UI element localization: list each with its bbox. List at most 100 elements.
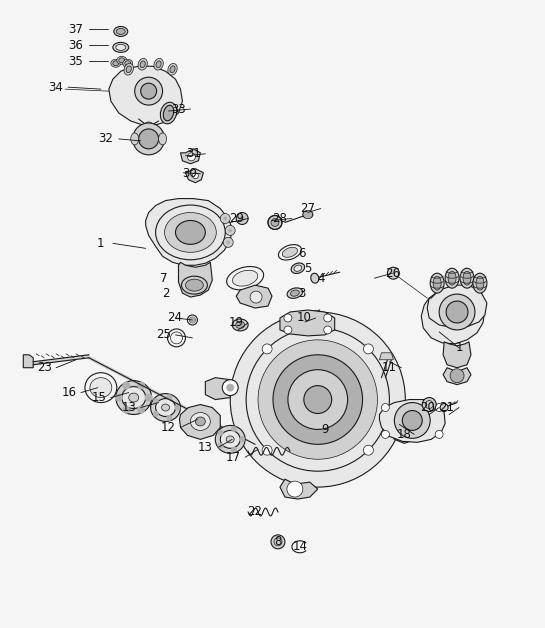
Ellipse shape (159, 133, 167, 145)
Text: 1: 1 (97, 237, 105, 250)
Circle shape (135, 77, 162, 105)
Ellipse shape (232, 319, 248, 331)
Circle shape (239, 215, 245, 222)
Ellipse shape (126, 66, 131, 73)
Circle shape (382, 430, 389, 438)
Ellipse shape (460, 268, 474, 288)
Ellipse shape (235, 322, 245, 328)
Ellipse shape (125, 61, 131, 66)
Circle shape (217, 430, 223, 436)
Circle shape (230, 312, 405, 487)
Ellipse shape (196, 417, 205, 426)
Polygon shape (427, 285, 487, 328)
Ellipse shape (111, 59, 121, 67)
Text: 33: 33 (171, 102, 186, 116)
Ellipse shape (114, 26, 128, 36)
Ellipse shape (190, 317, 196, 323)
Circle shape (122, 406, 130, 414)
Polygon shape (421, 287, 485, 344)
Ellipse shape (226, 436, 234, 443)
Circle shape (273, 355, 362, 445)
Text: 30: 30 (182, 167, 197, 180)
Ellipse shape (138, 58, 147, 70)
Circle shape (166, 415, 172, 421)
Circle shape (133, 123, 165, 155)
Text: 9: 9 (321, 423, 329, 436)
Ellipse shape (116, 381, 152, 414)
Text: 23: 23 (37, 361, 52, 374)
Circle shape (138, 129, 159, 149)
Text: 37: 37 (69, 23, 83, 36)
Circle shape (226, 384, 234, 392)
Ellipse shape (160, 102, 177, 124)
Ellipse shape (168, 63, 177, 75)
Circle shape (271, 535, 285, 549)
Circle shape (222, 380, 238, 396)
Ellipse shape (150, 394, 180, 421)
Ellipse shape (181, 276, 207, 294)
Circle shape (137, 406, 145, 414)
Ellipse shape (287, 288, 302, 298)
Circle shape (288, 370, 348, 430)
Circle shape (435, 404, 443, 411)
Circle shape (262, 344, 272, 354)
Text: 27: 27 (300, 202, 316, 215)
Circle shape (223, 237, 233, 247)
Ellipse shape (233, 270, 258, 286)
Text: 14: 14 (292, 540, 307, 553)
Ellipse shape (116, 28, 125, 35)
Polygon shape (179, 404, 220, 440)
Polygon shape (443, 368, 471, 384)
Text: 29: 29 (229, 212, 244, 225)
Ellipse shape (90, 377, 112, 398)
Circle shape (450, 369, 464, 382)
Polygon shape (389, 414, 419, 443)
Polygon shape (33, 355, 89, 365)
Circle shape (115, 394, 123, 401)
Circle shape (364, 445, 373, 455)
Ellipse shape (116, 45, 126, 50)
Ellipse shape (140, 61, 146, 68)
Ellipse shape (170, 66, 175, 73)
Circle shape (144, 394, 153, 401)
Ellipse shape (129, 393, 138, 402)
Circle shape (217, 443, 223, 449)
Circle shape (122, 382, 130, 389)
Text: 1: 1 (455, 342, 463, 354)
Text: 3: 3 (298, 286, 306, 300)
Ellipse shape (165, 212, 216, 252)
Ellipse shape (175, 220, 205, 244)
Ellipse shape (122, 387, 146, 409)
Polygon shape (23, 355, 33, 368)
Text: 31: 31 (186, 148, 201, 160)
Ellipse shape (433, 276, 441, 290)
Circle shape (153, 411, 159, 417)
Ellipse shape (290, 290, 299, 296)
Polygon shape (109, 67, 183, 125)
Circle shape (435, 430, 443, 438)
Text: 11: 11 (382, 361, 397, 374)
Circle shape (231, 447, 237, 453)
Ellipse shape (164, 106, 174, 121)
Text: 22: 22 (247, 506, 263, 519)
Text: 12: 12 (161, 421, 176, 434)
Circle shape (174, 404, 180, 411)
Text: 36: 36 (69, 39, 83, 52)
Circle shape (446, 301, 468, 323)
Circle shape (226, 241, 230, 244)
Polygon shape (205, 377, 230, 399)
Circle shape (223, 217, 227, 220)
Text: 13: 13 (198, 441, 213, 454)
Circle shape (284, 326, 292, 334)
Ellipse shape (113, 43, 129, 52)
Ellipse shape (215, 425, 245, 453)
Circle shape (422, 398, 436, 411)
Ellipse shape (185, 279, 203, 291)
Circle shape (250, 291, 262, 303)
Text: 24: 24 (167, 311, 182, 325)
Circle shape (228, 229, 232, 232)
Ellipse shape (430, 273, 444, 293)
Text: 10: 10 (296, 311, 311, 325)
Ellipse shape (463, 271, 471, 285)
Circle shape (258, 340, 378, 459)
